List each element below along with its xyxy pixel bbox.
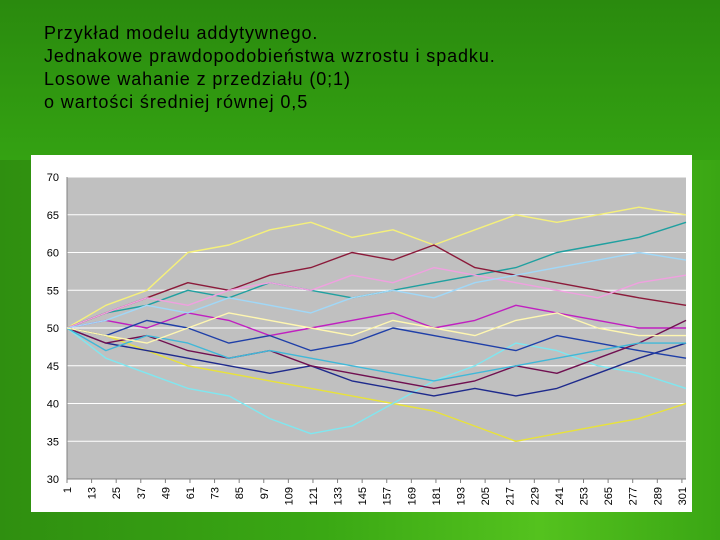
- x-tick-label: 229: [529, 487, 541, 505]
- line-chart: 30 35 40 45 50 55 60 65 70 1 13 25 37 49 61 73 85 97 109 1…: [47, 172, 689, 505]
- x-tick-label: 13: [87, 487, 99, 499]
- x-tick-label: 181: [431, 487, 443, 505]
- x-tick-label: 121: [308, 487, 320, 505]
- x-tick-label: 133: [333, 487, 345, 505]
- y-tick-label: 45: [47, 361, 59, 373]
- x-tick-label: 265: [603, 487, 615, 505]
- title-band: [0, 0, 720, 160]
- chart-card: 30 35 40 45 50 55 60 65 70 1 13 25 37 49 61 73 85 97 109 1…: [31, 155, 692, 512]
- x-tick-label: 73: [210, 487, 222, 499]
- y-tick-label: 40: [47, 399, 59, 411]
- x-tick-label: 277: [628, 487, 640, 505]
- title-line-2: Jednakowe prawdopodobieństwa wzrostu i s…: [44, 46, 496, 66]
- x-tick-label: 145: [357, 487, 369, 505]
- series-line-2: [66, 327, 687, 442]
- x-tick-label: 157: [382, 487, 394, 505]
- series-line-10: [66, 251, 687, 329]
- y-tick-label: 70: [47, 172, 59, 184]
- x-tick-label: 193: [456, 487, 468, 505]
- x-tick-label: 205: [480, 487, 492, 505]
- x-tick-label: 301: [677, 487, 689, 505]
- slide-title: Przykład modelu addytywnego. Jednakowe p…: [44, 22, 684, 114]
- x-tick-label: 109: [283, 487, 295, 505]
- y-tick-label: 35: [47, 436, 59, 448]
- y-tick-label: 55: [47, 285, 59, 297]
- x-tick-label: 37: [136, 487, 148, 499]
- x-tick-label: 97: [259, 487, 271, 499]
- series-line-1: [66, 206, 687, 329]
- series-line-11: [66, 319, 687, 390]
- title-line-4: o wartości średniej równej 0,5: [44, 92, 309, 112]
- x-tick-label: 289: [652, 487, 664, 505]
- series-line-7: [66, 304, 686, 337]
- x-tick-label: 85: [234, 487, 246, 499]
- series-line-9: [66, 319, 687, 359]
- x-tick-label: 241: [554, 487, 566, 505]
- y-tick-label: 65: [47, 210, 59, 222]
- series-line-3: [66, 327, 687, 435]
- x-tick-label: 25: [111, 487, 123, 499]
- x-tick-label: 169: [406, 487, 418, 505]
- series-line-8: [66, 266, 687, 329]
- y-tick-label: 50: [47, 323, 59, 335]
- x-tick-label: 1: [62, 487, 74, 493]
- title-line-1: Przykład modelu addytywnego.: [44, 23, 319, 43]
- series-line-12: [66, 327, 686, 382]
- series-line-5: [66, 244, 687, 329]
- y-tick-label: 30: [47, 474, 59, 486]
- series-line-13: [66, 312, 686, 344]
- x-tick-label: 217: [505, 487, 517, 505]
- y-tick-label: 60: [47, 248, 59, 260]
- x-tick-label: 61: [185, 487, 197, 499]
- title-line-3: Losowe wahanie z przedziału (0;1): [44, 69, 351, 89]
- x-tick-label: 49: [160, 487, 172, 499]
- series-line-6: [66, 327, 687, 397]
- x-tick-label: 253: [579, 487, 591, 505]
